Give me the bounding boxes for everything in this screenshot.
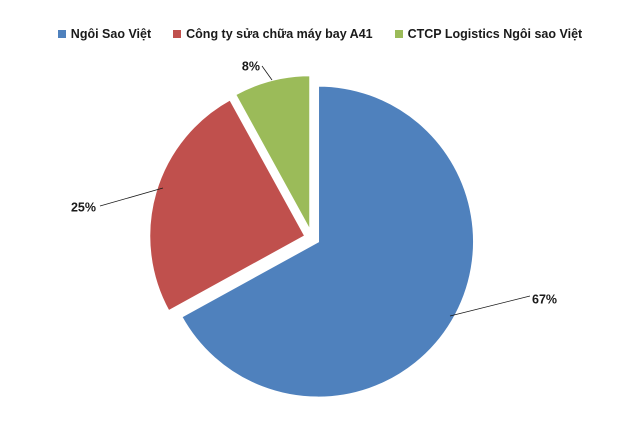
legend-label: CTCP Logistics Ngôi sao Việt: [407, 27, 583, 41]
chart-legend: Ngôi Sao Việt Công ty sửa chữa máy bay A…: [0, 27, 640, 41]
data-label-0: 67%: [532, 292, 557, 306]
data-label-1: 25%: [71, 200, 96, 214]
legend-swatch-blue: [57, 30, 66, 38]
legend-label: Ngôi Sao Việt: [70, 27, 152, 41]
pie-slice-2: [233, 74, 312, 232]
pie-slice-0: [179, 84, 476, 399]
pie-slice-1: [148, 97, 307, 313]
legend-item-a41: Công ty sửa chữa máy bay A41: [173, 27, 373, 41]
legend-swatch-red: [173, 30, 182, 38]
legend-swatch-green: [394, 30, 403, 38]
leader-line-0: [449, 295, 531, 317]
data-label-2: 8%: [242, 59, 260, 73]
legend-label: Công ty sửa chữa máy bay A41: [186, 27, 373, 41]
legend-item-ngoi-sao-viet: Ngôi Sao Việt: [57, 27, 152, 41]
leader-line-1: [99, 187, 164, 207]
legend-item-logistics: CTCP Logistics Ngôi sao Việt: [394, 27, 583, 41]
leader-line-2: [261, 65, 273, 81]
